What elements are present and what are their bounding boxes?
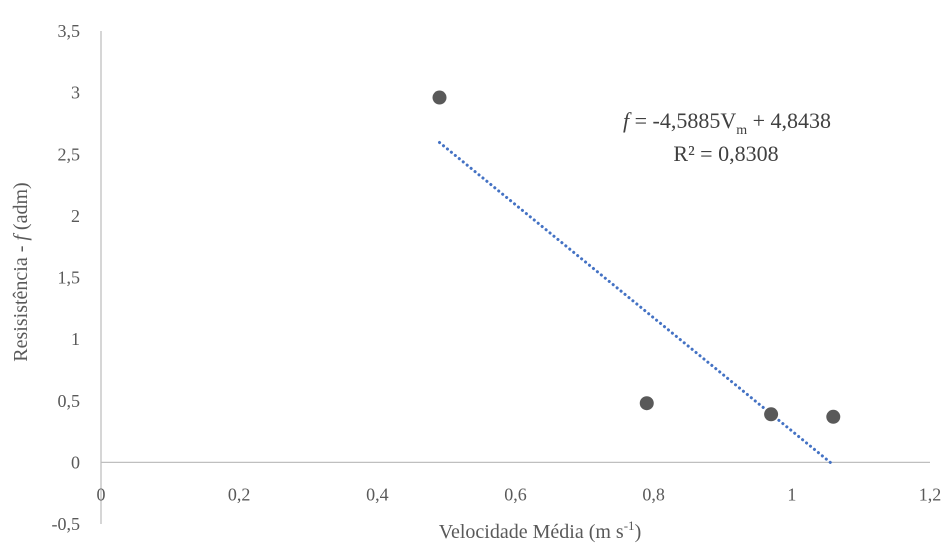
y-tick-label: 3 bbox=[71, 83, 80, 103]
x-tick-label: 0 bbox=[97, 484, 106, 504]
data-point bbox=[764, 407, 779, 422]
y-axis-title: Resisistência - f (adm) bbox=[10, 182, 32, 361]
y-tick-label: 0 bbox=[71, 452, 80, 472]
y-tick-label: 1 bbox=[71, 329, 80, 349]
y-tick-label: 2,5 bbox=[58, 144, 81, 164]
x-tick-label: 1,2 bbox=[919, 484, 942, 504]
x-tick-label: 0,8 bbox=[642, 484, 665, 504]
x-tick-label: 0,2 bbox=[228, 484, 251, 504]
x-tick-label: 0,4 bbox=[366, 484, 389, 504]
y-tick-label: 2 bbox=[71, 206, 80, 226]
x-tick-label: 1 bbox=[787, 484, 796, 504]
axes bbox=[100, 31, 930, 524]
trendline-equation: f = -4,5885Vm + 4,8438 bbox=[623, 108, 831, 138]
x-tick-labels: 0 0,2 0,4 0,6 0,8 1 1,2 bbox=[97, 484, 942, 504]
data-point bbox=[432, 90, 447, 105]
y-tick-label: -0,5 bbox=[52, 514, 81, 534]
data-points bbox=[432, 90, 841, 424]
y-tick-labels: -0,5 0 0,5 1 1,5 2 2,5 3 3,5 bbox=[52, 21, 81, 534]
r-squared-label: R² = 0,8308 bbox=[673, 141, 778, 166]
x-axis-title: Velocidade Média (m s-1) bbox=[439, 518, 641, 543]
x-tick-label: 0,6 bbox=[504, 484, 527, 504]
data-point bbox=[639, 396, 654, 411]
y-tick-label: 3,5 bbox=[58, 21, 81, 41]
y-tick-label: 0,5 bbox=[58, 391, 81, 411]
data-point bbox=[826, 409, 841, 424]
y-tick-label: 1,5 bbox=[58, 268, 81, 288]
